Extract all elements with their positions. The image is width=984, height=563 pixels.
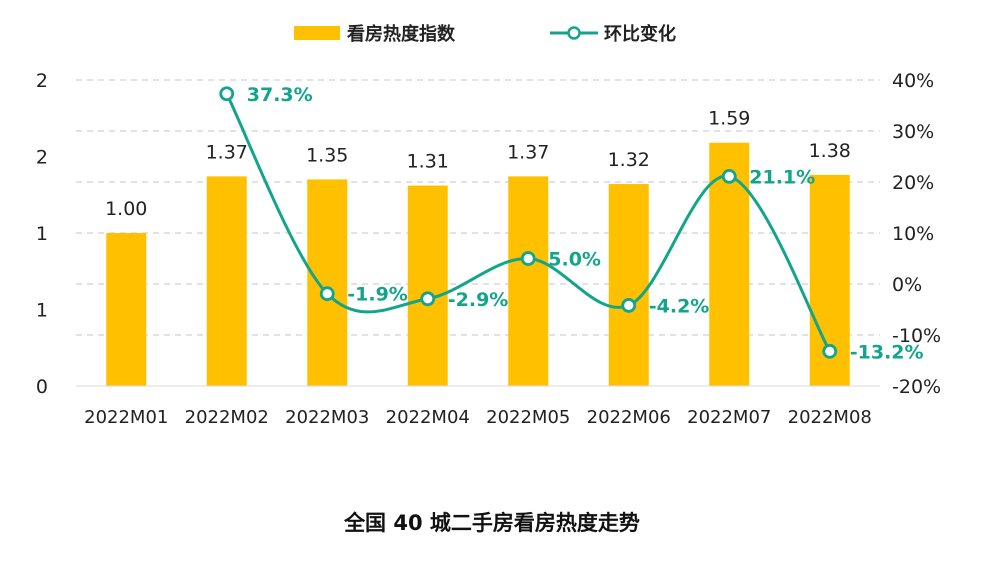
y-left-tick-label: 2 [36,70,48,92]
chart-title: 全国 40 城二手房看房热度走势 [343,511,640,535]
x-tick-label: 2022M05 [486,407,570,428]
legend-swatch-marker [567,26,581,40]
y-right-tick-label: -10% [892,325,941,347]
line-value-label: 37.3% [247,84,313,106]
bar-value-label: 1.35 [306,144,348,166]
bar-value-label: 1.31 [407,151,449,173]
x-tick-label: 2022M04 [386,407,470,428]
bar [407,185,448,386]
line-point [219,86,235,102]
line-layer [219,86,838,359]
legend-label-line: 环比变化 [604,23,676,45]
line-point [822,343,838,359]
bar-value-label: 1.37 [206,141,248,163]
line-value-label: -1.9% [347,284,408,306]
y-left-tick-label: 1 [36,300,48,322]
x-tick-label: 2022M02 [185,407,269,428]
line-value-label: 5.0% [548,249,601,271]
x-tick-label: 2022M01 [84,407,168,428]
y-right-tick-label: 20% [892,172,934,194]
bar-layer [106,142,850,386]
x-tick-label: 2022M06 [587,407,671,428]
legend: 看房热度指数 环比变化 [294,23,676,45]
legend-swatch-bar [294,26,340,40]
legend-label-bar: 看房热度指数 [346,23,456,45]
y-right-tick-label: -20% [892,376,941,398]
y-right-tick-label: 0% [892,274,922,296]
y-left-tick-label: 1 [36,223,48,245]
y-right-tick-label: 30% [892,121,934,143]
line-value-label: -13.2% [850,341,924,363]
axis-layer: 0 1 1 2 2 -20% -10% 0% 10% 20% 30% 40% 2022M01 2022M0… [36,70,941,428]
x-tick-label: 2022M03 [285,407,369,428]
line-value-label: -2.9% [448,289,509,311]
x-tick-label: 2022M08 [788,407,872,428]
line-point [420,291,436,307]
label-layer: 1.00 1.37 1.35 1.31 1.37 1.32 1.59 1.38 37.3% -1.… [105,84,923,364]
bar [206,176,247,386]
bar [508,176,549,386]
line-point [621,298,637,313]
bar-value-label: 1.37 [507,141,549,163]
bar-value-label: 1.59 [708,108,750,130]
line-point [520,251,536,266]
line-point [319,286,335,302]
y-right-tick-label: 40% [892,70,934,92]
bar-value-label: 1.00 [105,198,147,220]
bar-value-label: 1.38 [809,140,851,162]
y-left-tick-label: 0 [36,376,48,398]
bar [307,179,348,386]
line-value-label: 21.1% [749,166,815,188]
line-value-label: -4.2% [649,295,710,317]
y-right-tick-label: 10% [892,223,934,245]
x-tick-label: 2022M07 [687,407,771,428]
bar [106,233,147,386]
y-left-tick-label: 2 [36,147,48,169]
bar-value-label: 1.32 [608,149,650,171]
bar [608,184,649,386]
line-point [721,168,737,184]
